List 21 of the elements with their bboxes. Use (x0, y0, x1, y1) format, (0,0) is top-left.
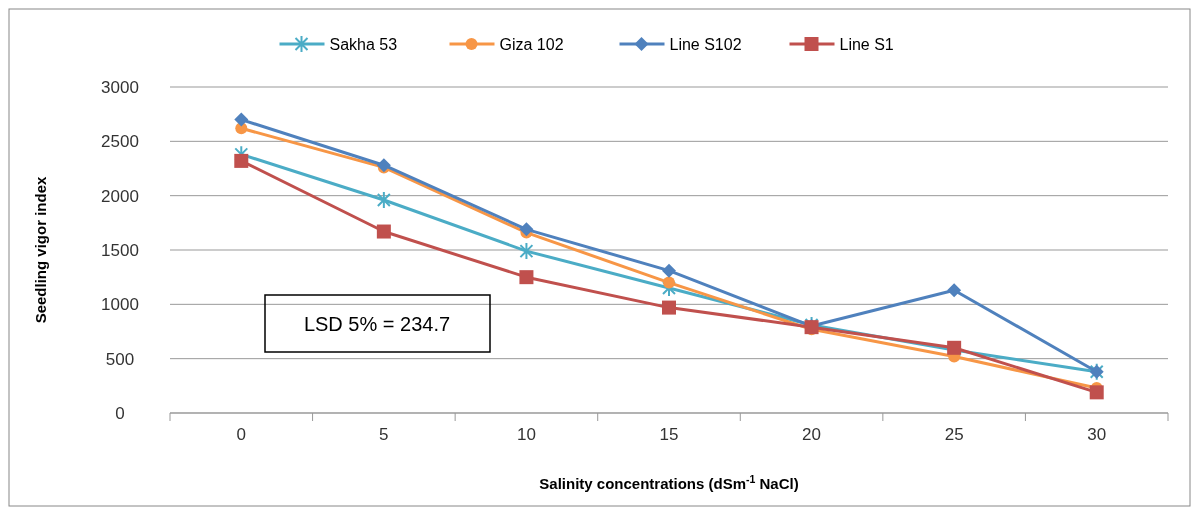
y-tick-label: 1500 (101, 240, 139, 260)
x-tick-label: 5 (379, 425, 389, 444)
legend-label: Giza 102 (499, 35, 564, 53)
x-tick-label: 15 (659, 425, 679, 444)
x-tick-label: 25 (944, 425, 964, 444)
y-tick-label: 0 (115, 403, 125, 423)
y-tick-label: 500 (105, 349, 135, 369)
legend-label: Sakha 53 (329, 35, 398, 53)
y-tick-label: 1000 (101, 295, 139, 315)
x-tick-label: 20 (802, 425, 822, 444)
x-axis-title: Salinity concentrations (dSm$^{-1}$ NaCl) (539, 473, 799, 492)
x-tick-label: 0 (236, 425, 247, 444)
y-tick-label: 2000 (101, 186, 139, 206)
x-tick-label: 30 (1087, 425, 1107, 444)
legend-label: Line S1 (839, 35, 894, 53)
y-axis-title: Seedling vigor index (32, 176, 49, 324)
y-tick-label: 2500 (101, 132, 139, 152)
legend-label: Line S102 (669, 35, 742, 53)
annotation: LSD 5% = 234.7 (303, 313, 451, 335)
y-tick-label: 3000 (101, 77, 139, 97)
x-tick-label: 10 (516, 425, 536, 444)
